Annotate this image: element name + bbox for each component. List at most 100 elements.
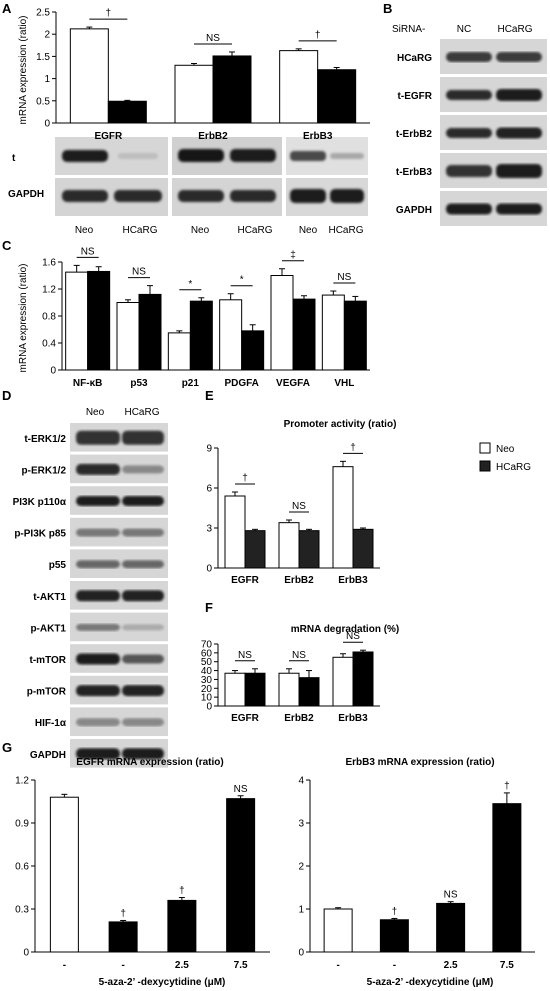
- blot-d-label-6: p-AKT1: [30, 623, 66, 634]
- y-tick-label: 0: [206, 702, 212, 713]
- y-tick-label: 2.5: [36, 8, 50, 19]
- panel-letter-g: G: [2, 740, 12, 755]
- y-tick-label: 60: [201, 648, 213, 659]
- bar-hcarg: [244, 672, 266, 707]
- y-tick-label: 1: [298, 905, 304, 916]
- panel-letter-b: B: [383, 1, 392, 16]
- panel-c-ylabel: mRNA expression (ratio): [18, 264, 29, 373]
- legend-label-neo: Neo: [496, 444, 515, 455]
- category-label: EGFR: [94, 131, 123, 142]
- bar-neo: [69, 28, 109, 124]
- bar-neo: [224, 495, 246, 569]
- significance-mark: NS: [346, 631, 360, 642]
- panel-letter-e: E: [205, 388, 214, 403]
- blot-d-band-right-9: [122, 718, 164, 727]
- category-label: 7.5: [234, 960, 248, 971]
- blot-b-label-4: GAPDH: [396, 205, 432, 216]
- category-label: -: [121, 960, 124, 971]
- y-tick-label: 6: [206, 484, 212, 495]
- blot-d-band-right-2: [122, 496, 164, 506]
- category-label: VHL: [334, 378, 354, 389]
- category-label: ErbB3: [338, 713, 368, 724]
- blot-d-label-3: p-PI3K p85: [14, 529, 66, 540]
- blot-d-band-left-5: [76, 590, 120, 602]
- significance-mark: †: [315, 30, 321, 41]
- blot-d-band-left-7: [76, 653, 120, 665]
- category-label: 2.5: [175, 960, 189, 971]
- significance-mark: NS: [292, 650, 306, 661]
- significance-mark: *: [188, 279, 192, 290]
- bar-hcarg: [212, 55, 252, 124]
- panel-a-blot-label-gapdh: GAPDH: [8, 189, 44, 200]
- y-tick-label: 30: [201, 675, 213, 686]
- bar: [323, 908, 353, 953]
- panel-d-lane-hcarg: HCaRG: [124, 407, 159, 418]
- significance-mark: †: [120, 908, 126, 919]
- blot-b-band-right-2: [496, 127, 542, 139]
- y-tick-label: 10: [201, 693, 213, 704]
- panel-a-lane-neo-1: Neo: [75, 225, 94, 236]
- bar-neo: [332, 656, 354, 707]
- bar-neo: [174, 64, 214, 124]
- blot-d-band-right-6: [122, 624, 164, 631]
- bar-hcarg: [292, 298, 316, 371]
- panel-letter-d: D: [2, 388, 11, 403]
- panel-a-lane-neo-3: Neo: [299, 225, 318, 236]
- significance-mark: NS: [292, 501, 306, 512]
- significance-mark: †: [106, 8, 112, 19]
- blot-d-band-right-0: [122, 430, 164, 445]
- significance-mark: NS: [234, 784, 248, 795]
- blot-d-label-4: p55: [49, 560, 67, 571]
- panel-g2-title: ErbB3 mRNA expression (ratio): [345, 757, 494, 768]
- blot-d-band-left-1: [76, 463, 120, 475]
- y-tick-label: 0: [44, 119, 50, 130]
- bar-neo: [65, 271, 89, 371]
- panel-a-lane-hcarg-1: HCaRG: [122, 225, 157, 236]
- bar-neo: [116, 302, 140, 371]
- panel-letter-f: F: [205, 600, 213, 615]
- blot-b-band-left-2: [446, 128, 492, 138]
- significance-mark: †: [392, 906, 398, 917]
- category-label: EGFR: [231, 575, 260, 586]
- panel-a-blot: t GAPDH Neo HCaRG Neo HCaRG Neo HCaRG: [8, 137, 368, 236]
- blot-d-band-left-0: [76, 430, 120, 445]
- bar: [379, 919, 409, 953]
- bar-hcarg: [107, 100, 147, 124]
- category-label: ErbB2: [198, 131, 228, 142]
- blot-d-band-right-7: [122, 654, 164, 664]
- bar-neo: [270, 275, 294, 371]
- y-tick-label: 9: [206, 444, 212, 455]
- y-tick-label: 0: [50, 366, 56, 377]
- y-tick-label: 1: [44, 74, 50, 85]
- blot-d-label-5: t-AKT1: [33, 592, 66, 603]
- y-tick-label: 20: [201, 684, 213, 695]
- blot-d-band-right-8: [122, 685, 164, 697]
- y-tick-label: 0: [206, 564, 212, 575]
- blot-d-band-right-5: [122, 590, 164, 602]
- significance-mark: †: [242, 473, 248, 484]
- bar-neo: [278, 522, 300, 569]
- bar-neo: [278, 672, 300, 707]
- blot-d-band-left-6: [76, 623, 120, 631]
- bar: [436, 902, 466, 953]
- y-tick-label: 0: [23, 948, 29, 959]
- bar-hcarg: [298, 677, 320, 707]
- category-label: p53: [130, 378, 148, 389]
- panel-a-ylabel: mRNA expression (ratio): [18, 16, 29, 125]
- blot-b-band-left-3: [446, 165, 492, 177]
- panel-f-title: mRNA degradation (%): [291, 624, 400, 635]
- bar-hcarg: [317, 69, 357, 124]
- category-label: VEGFA: [276, 378, 310, 389]
- blot-b-label-0: HCaRG: [397, 53, 432, 64]
- bar-neo: [321, 294, 345, 371]
- bar: [492, 803, 522, 953]
- chart-g1: 0 0.3 0.6 0.9 1.2 - - † 2.5 † 7.5 NS: [15, 776, 270, 971]
- panel-d-lane-neo: Neo: [86, 407, 105, 418]
- significance-mark: NS: [238, 650, 252, 661]
- panel-b-lane-nc: NC: [457, 24, 471, 35]
- category-label: ErbB3: [338, 575, 368, 586]
- blot-b-label-1: t-EGFR: [398, 91, 433, 102]
- bar: [49, 796, 79, 953]
